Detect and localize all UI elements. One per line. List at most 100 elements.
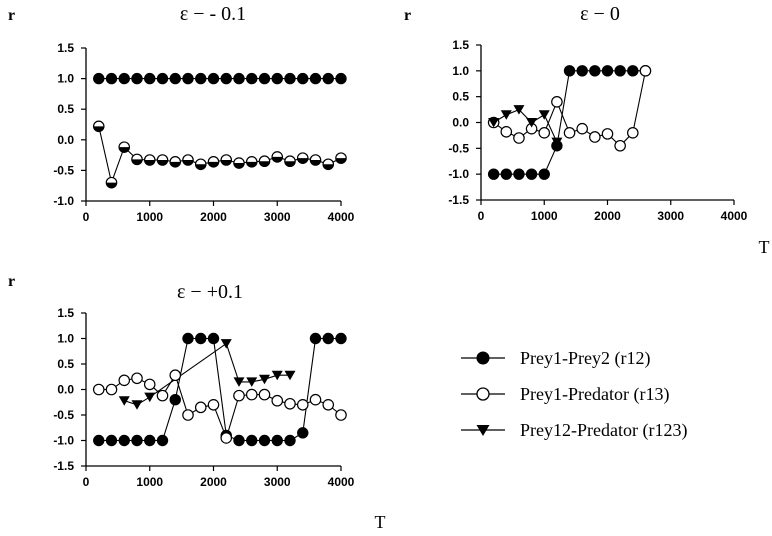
legend: Prey1-Prey2 (r12) Prey1-Predator (r13) P… <box>461 348 687 441</box>
data-point <box>258 155 271 168</box>
triangle-down-icon <box>476 425 490 436</box>
data-point <box>156 434 169 447</box>
x-tick-label: 3000 <box>264 210 291 224</box>
data-point <box>639 65 652 77</box>
data-point <box>246 377 258 387</box>
y-tick-label: -1.0 <box>53 434 74 448</box>
data-point <box>322 158 335 171</box>
data-point <box>182 409 194 421</box>
data-point <box>563 65 576 77</box>
series-group <box>92 72 347 189</box>
data-point <box>220 432 233 444</box>
data-point <box>258 434 271 447</box>
series-markers <box>487 65 652 180</box>
x-tick-label: 4000 <box>328 475 355 489</box>
data-point <box>220 339 232 349</box>
y-tick-label: 0.0 <box>57 383 74 397</box>
data-point <box>626 127 639 139</box>
data-point <box>194 401 207 414</box>
data-point <box>92 120 105 133</box>
data-point <box>513 168 525 180</box>
y-tick-label: 0.5 <box>57 102 74 116</box>
data-point <box>220 72 232 85</box>
data-point <box>245 156 258 168</box>
data-point <box>144 72 156 85</box>
y-tick-label: -1.0 <box>448 167 469 181</box>
data-point <box>118 374 131 387</box>
x-tick-label: 3000 <box>657 209 684 223</box>
data-point <box>144 434 156 447</box>
legend-label: Prey1-Predator (r13) <box>520 384 669 405</box>
data-point <box>513 105 525 115</box>
x-tick-label: 1000 <box>136 210 163 224</box>
data-point <box>169 369 182 382</box>
data-point <box>105 72 118 85</box>
x-tick-label: 4000 <box>328 210 355 224</box>
data-point <box>601 128 614 140</box>
data-point <box>105 176 118 189</box>
data-point <box>246 434 258 447</box>
data-point <box>131 153 143 166</box>
data-point <box>245 388 258 401</box>
x-axis-label: T <box>375 512 386 532</box>
x-tick-label: 0 <box>478 209 485 223</box>
data-point <box>207 156 220 168</box>
data-point <box>513 132 525 144</box>
data-point <box>131 372 143 385</box>
x-tick-label: 1000 <box>136 475 163 489</box>
data-point <box>589 131 601 143</box>
data-point <box>284 155 296 168</box>
data-point <box>156 389 169 402</box>
legend-label: Prey1-Prey2 (r12) <box>520 348 650 369</box>
data-point <box>131 72 143 85</box>
chart-title: ε − +0.1 <box>177 281 243 303</box>
data-point <box>131 434 143 447</box>
data-point <box>271 394 284 407</box>
data-point <box>169 72 181 85</box>
data-point <box>271 434 283 447</box>
y-tick-label: 0.0 <box>57 133 74 147</box>
y-tick-label: -0.5 <box>53 408 74 422</box>
data-point <box>233 377 245 387</box>
y-tick-label: -1.0 <box>53 194 74 208</box>
series-group <box>487 65 652 180</box>
data-point <box>246 72 258 85</box>
data-point <box>487 168 500 180</box>
data-point <box>182 154 194 166</box>
series-markers <box>118 339 296 410</box>
data-point <box>576 65 588 77</box>
data-point <box>258 388 271 401</box>
data-point <box>271 370 283 381</box>
data-point <box>322 72 334 85</box>
x-tick-label: 2000 <box>594 209 621 223</box>
data-point <box>93 72 105 85</box>
data-point <box>258 72 271 85</box>
series-markers <box>92 369 347 444</box>
y-tick-label: -0.5 <box>53 163 74 177</box>
data-point <box>296 398 309 411</box>
y-tick-label: 1.5 <box>57 41 74 55</box>
data-point <box>118 434 130 447</box>
data-point <box>118 396 130 406</box>
data-point <box>589 65 601 77</box>
data-point <box>309 332 322 345</box>
data-point <box>627 65 639 77</box>
data-point <box>297 427 309 439</box>
data-point <box>105 434 118 447</box>
data-point <box>233 389 245 402</box>
legend-item-r12: Prey1-Prey2 (r12) <box>461 348 650 369</box>
data-point <box>309 154 322 166</box>
data-point <box>131 400 143 410</box>
data-point <box>551 96 563 108</box>
data-point <box>195 332 207 345</box>
y-tick-label: 0.5 <box>452 90 469 104</box>
series-markers <box>487 65 652 152</box>
chart-panel-3: ε − +0.1 r T 1.5 1.0 0.5 0.0 -0.5 -1.0 -1.5 0 1000 2… <box>8 273 386 532</box>
y-tick-label: 1.5 <box>57 306 74 320</box>
y-tick-label: 1.0 <box>452 64 469 78</box>
data-point <box>93 434 105 447</box>
series-markers <box>93 72 347 85</box>
series-markers <box>488 105 563 148</box>
data-point <box>538 110 550 120</box>
